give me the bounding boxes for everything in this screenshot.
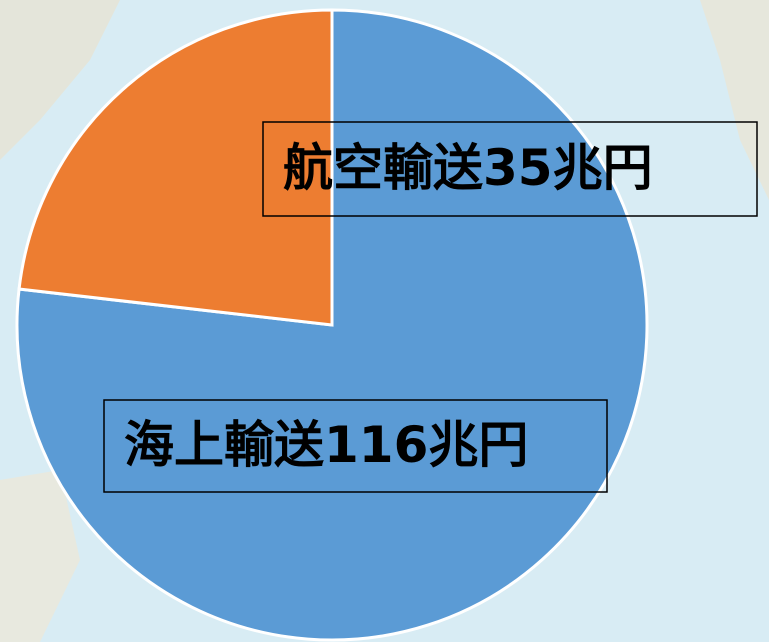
category-label: 航空輸送 (283, 139, 483, 197)
slice-label: 海上輸送116兆円 (124, 416, 528, 474)
map-land (0, 470, 80, 642)
pie (15, 8, 649, 642)
value-label: 116兆円 (324, 416, 528, 474)
map-land (0, 0, 120, 160)
category-label: 海上輸送 (124, 416, 324, 474)
slice-label: 航空輸送35兆円 (283, 139, 653, 197)
label-box (262, 121, 758, 217)
value-label: 35兆円 (483, 139, 653, 197)
map-land (700, 0, 769, 200)
label-box (103, 399, 608, 493)
pie-slice (17, 8, 334, 327)
